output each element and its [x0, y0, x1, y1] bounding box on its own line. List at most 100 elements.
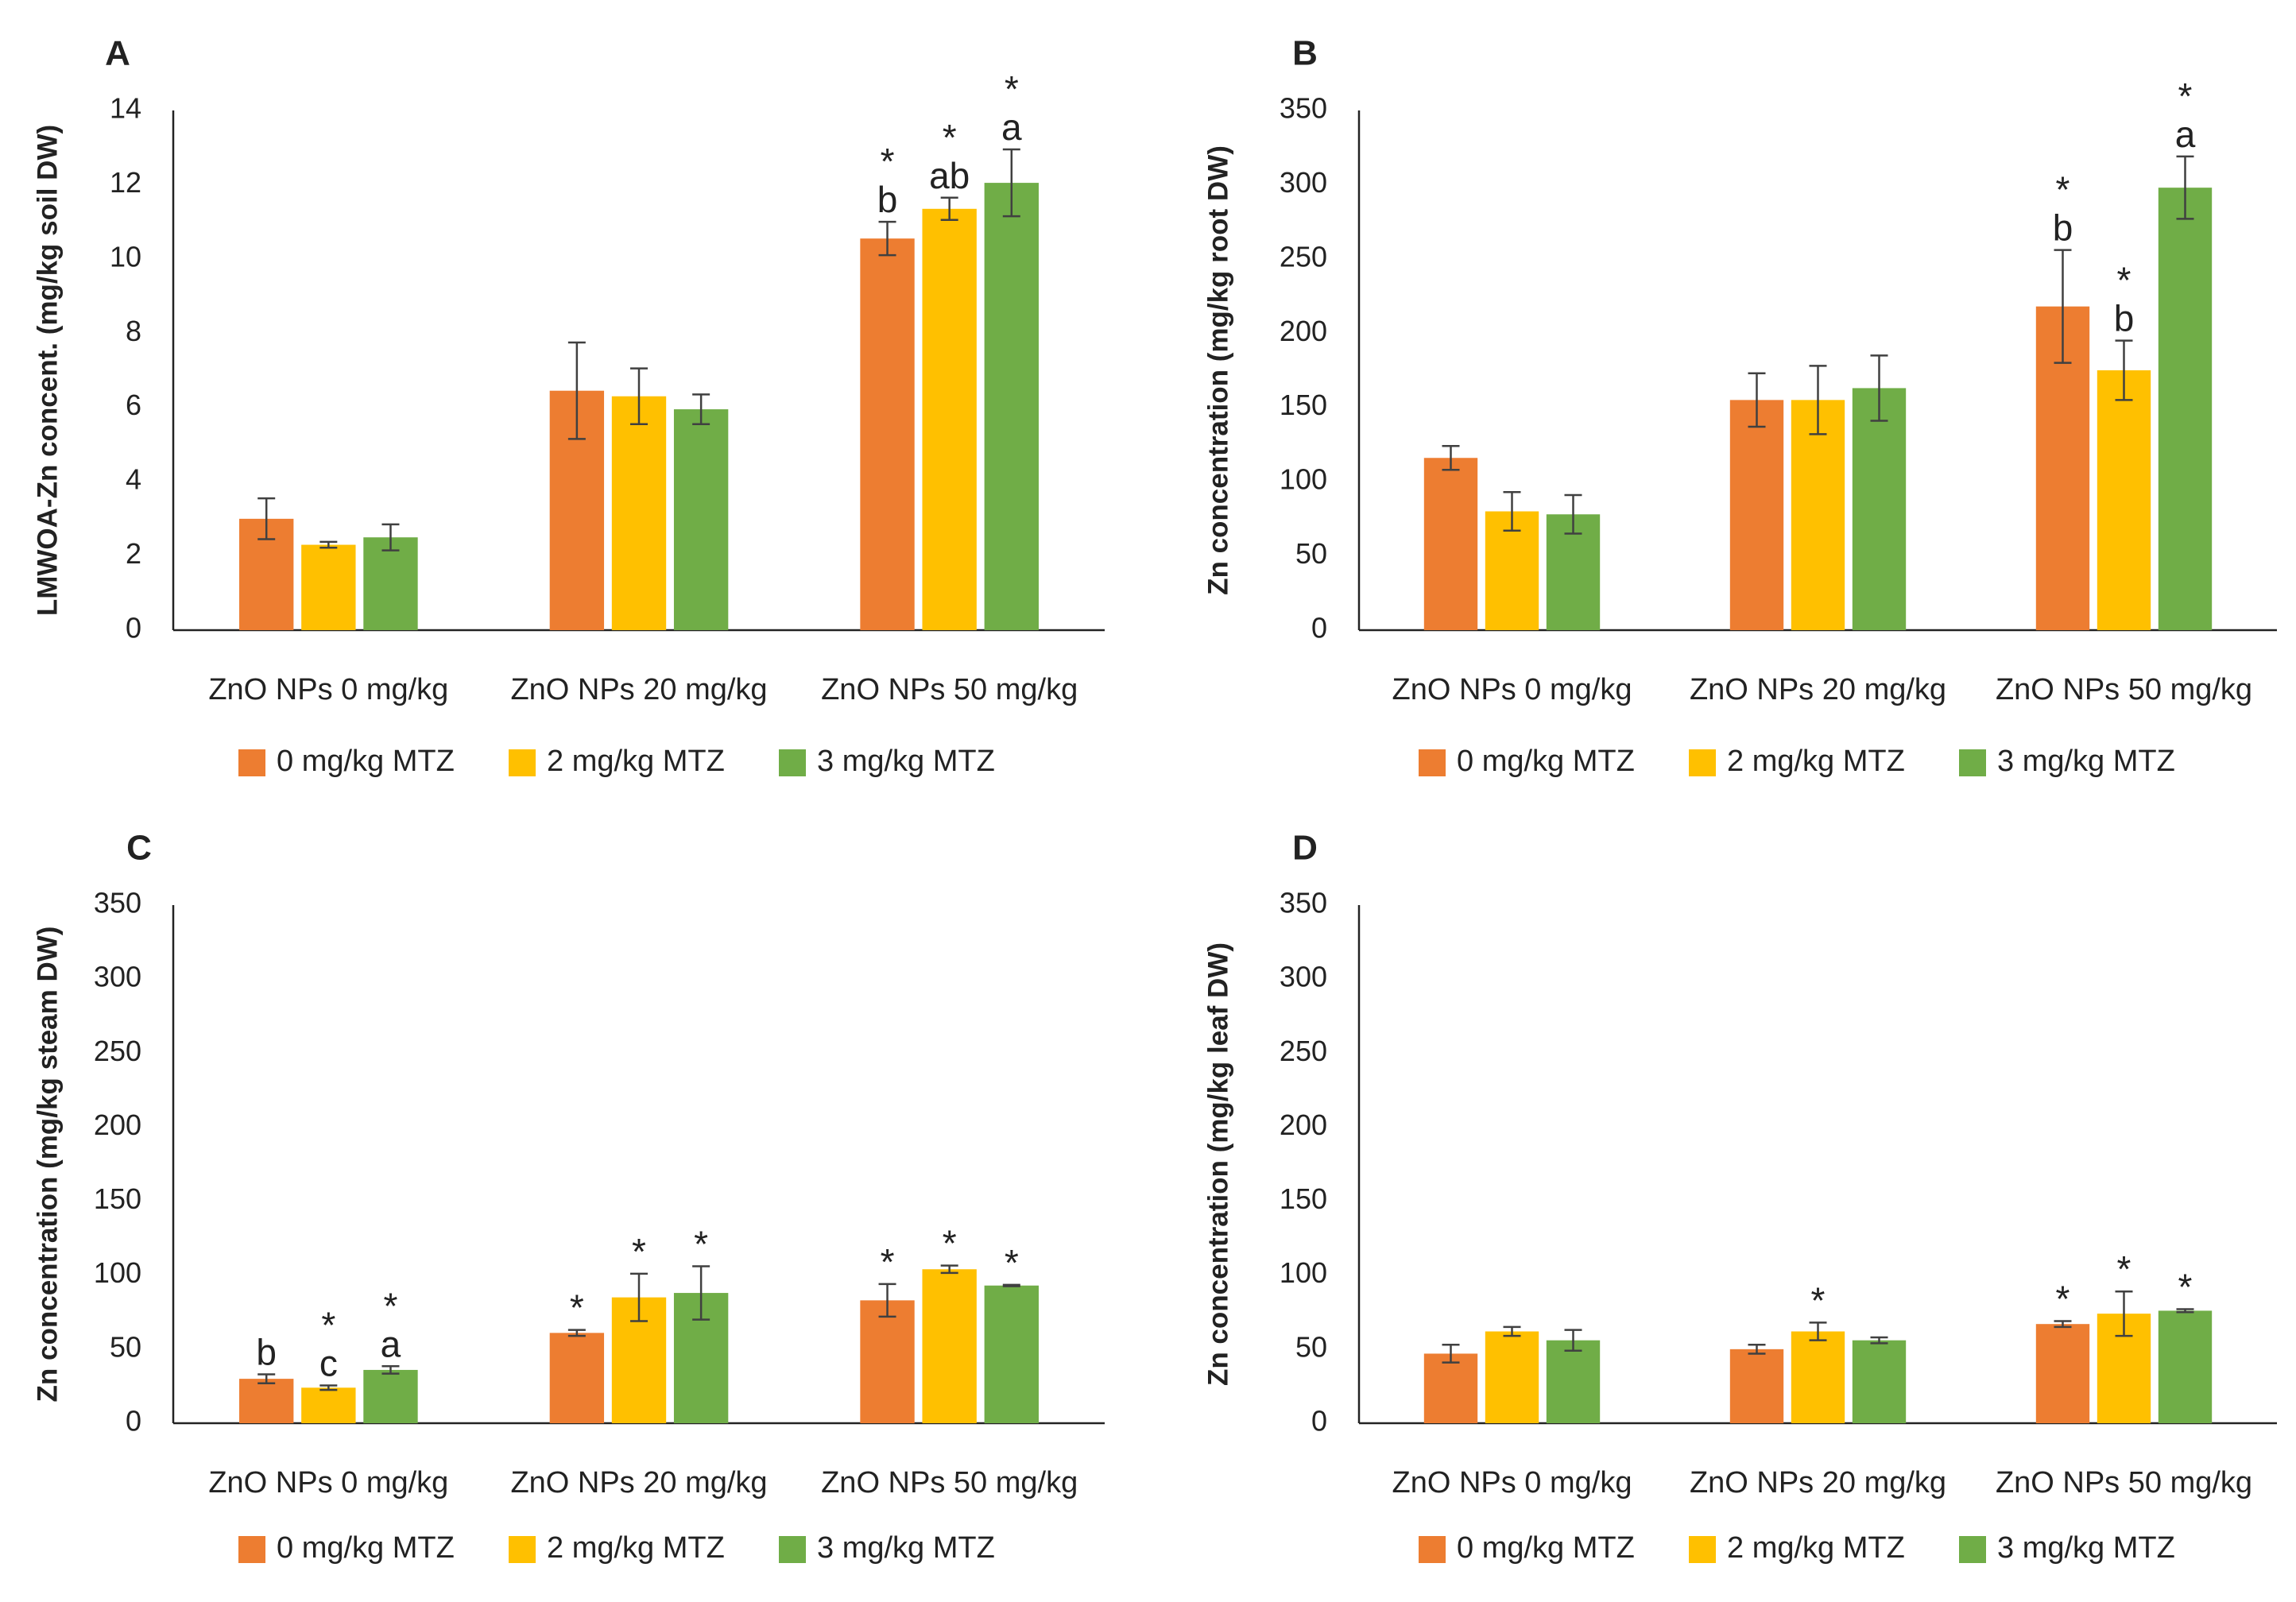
y-tick-label: 50 — [1295, 537, 1327, 570]
y-tick-label: 100 — [1280, 1256, 1327, 1289]
legend-swatch — [1419, 749, 1446, 776]
y-axis-label: Zn concentration (mg/kg leaf DW) — [1202, 942, 1233, 1386]
bar — [363, 537, 418, 630]
significance-mark: * — [1005, 1242, 1019, 1283]
bar — [1423, 1353, 1478, 1423]
chart-panel-c: C Zn concentration (mg/kg steam DW) 0 50 100… — [32, 829, 1105, 1565]
x-category-label: ZnO NPs 50 mg/kg — [1996, 1466, 2252, 1499]
legend-swatch — [1689, 1536, 1716, 1563]
bar — [301, 544, 356, 630]
x-category-label: ZnO NPs 20 mg/kg — [510, 1466, 767, 1499]
legend-label: 0 mg/kg MTZ — [277, 745, 455, 778]
legend-label: 2 mg/kg MTZ — [547, 745, 725, 778]
legend-label: 0 mg/kg MTZ — [1457, 745, 1635, 778]
y-tick-label: 50 — [1295, 1330, 1327, 1363]
legend-swatch — [509, 749, 536, 776]
significance-mark: * — [570, 1287, 584, 1329]
significance-mark: * — [943, 117, 957, 158]
significance-mark: * — [881, 141, 895, 182]
bar — [611, 396, 667, 630]
y-tick-label: 350 — [1280, 887, 1327, 919]
x-category-label: ZnO NPs 50 mg/kg — [1996, 673, 2252, 706]
y-tick-label: 150 — [1280, 1182, 1327, 1215]
bar — [2035, 1324, 2090, 1423]
bar — [1852, 1340, 1907, 1423]
significance-mark: * — [2056, 1278, 2070, 1319]
y-tick-label: 12 — [110, 166, 141, 199]
legend-label: 3 mg/kg MTZ — [1997, 1531, 2175, 1565]
significance-mark: * — [2117, 260, 2131, 301]
significance-mark: * — [2178, 1267, 2193, 1308]
y-tick-label: 2 — [126, 537, 141, 570]
y-axis-label: LMWOA-Zn concent. (mg/kg soil DW) — [32, 125, 63, 616]
bar — [984, 1285, 1039, 1423]
y-tick-label: 350 — [94, 887, 141, 919]
panel-letter: B — [1292, 34, 1318, 73]
y-tick-label: 250 — [1280, 1035, 1327, 1067]
bar — [2158, 188, 2213, 630]
group-letter: c — [319, 1342, 338, 1383]
y-tick-label: 200 — [94, 1109, 141, 1141]
y-tick-label: 0 — [1311, 1405, 1327, 1438]
y-axis-label: Zn concentration (mg/kg root DW) — [1202, 145, 1233, 595]
bar — [922, 208, 977, 630]
y-tick-label: 300 — [94, 961, 141, 993]
bar — [1546, 1340, 1601, 1423]
bar — [1791, 1331, 1845, 1423]
bar — [1423, 458, 1478, 630]
significance-mark: * — [2056, 169, 2070, 211]
y-tick-label: 10 — [110, 240, 141, 273]
significance-mark: * — [1811, 1279, 1826, 1321]
y-tick-label: 250 — [1280, 240, 1327, 273]
bar — [363, 1369, 418, 1423]
legend-label: 2 mg/kg MTZ — [547, 1531, 725, 1565]
bar — [1852, 388, 1907, 630]
bar — [1729, 1349, 1784, 1423]
y-tick-label: 100 — [1280, 463, 1327, 496]
bar — [1791, 400, 1845, 630]
x-category-label: ZnO NPs 0 mg/kg — [1392, 673, 1632, 706]
legend-swatch — [1419, 1536, 1446, 1563]
group-letter: b — [2053, 207, 2073, 249]
bar — [2158, 1310, 2213, 1423]
significance-mark: * — [384, 1285, 398, 1326]
y-tick-label: 300 — [1280, 961, 1327, 993]
legend-swatch — [1959, 749, 1986, 776]
group-letter: b — [2114, 298, 2135, 339]
x-category-label: ZnO NPs 0 mg/kg — [208, 1466, 448, 1499]
chart-panel-d: D Zn concentration (mg/kg leaf DW) 0 50 100 1… — [1202, 829, 2277, 1565]
legend-label: 2 mg/kg MTZ — [1727, 745, 1905, 778]
bar — [860, 238, 915, 630]
chart-panel-b: B Zn concentration (mg/kg root DW) 0 50 100 1… — [1202, 34, 2277, 778]
bar — [922, 1269, 977, 1423]
legend-swatch — [509, 1536, 536, 1563]
bar — [239, 1379, 294, 1423]
x-category-label: ZnO NPs 20 mg/kg — [510, 673, 767, 706]
legend-swatch — [1689, 749, 1716, 776]
significance-mark: * — [2178, 75, 2193, 117]
bar — [984, 183, 1039, 631]
y-tick-label: 0 — [1311, 612, 1327, 644]
legend-swatch — [779, 749, 806, 776]
y-tick-label: 4 — [126, 463, 141, 496]
significance-mark: * — [321, 1304, 335, 1345]
bar — [1485, 1331, 1539, 1423]
y-tick-label: 0 — [126, 612, 141, 644]
bar — [673, 409, 729, 630]
legend-swatch — [779, 1536, 806, 1563]
significance-mark: * — [943, 1223, 957, 1264]
x-category-label: ZnO NPs 50 mg/kg — [821, 673, 1078, 706]
significance-mark: * — [694, 1224, 708, 1265]
group-letter: b — [877, 179, 898, 220]
legend-swatch — [1959, 1536, 1986, 1563]
legend-swatch — [238, 749, 265, 776]
y-tick-label: 200 — [1280, 1109, 1327, 1141]
x-category-label: ZnO NPs 20 mg/kg — [1690, 673, 1946, 706]
x-category-label: ZnO NPs 0 mg/kg — [1392, 1466, 1632, 1499]
y-tick-label: 150 — [1280, 389, 1327, 421]
group-letter: a — [1001, 106, 1022, 148]
legend-label: 3 mg/kg MTZ — [817, 1531, 995, 1565]
bar — [1729, 400, 1784, 630]
panel-letter: A — [105, 34, 130, 73]
